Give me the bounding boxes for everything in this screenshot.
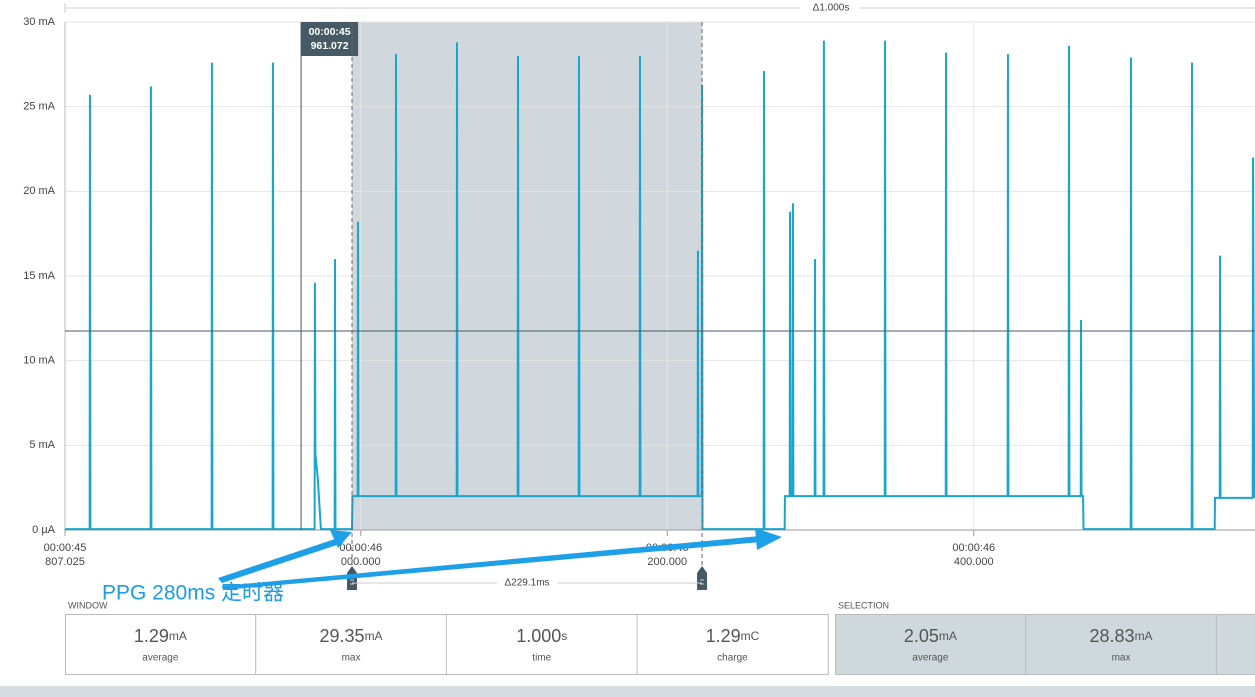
selection-delta-bg	[497, 576, 558, 590]
current-trace	[64, 40, 1255, 531]
stat-label: charge	[717, 653, 748, 664]
panel-title: SELECTION	[838, 600, 889, 610]
window-delta: Δ1.000s	[813, 3, 850, 14]
stat: 29.35mA	[320, 626, 383, 646]
stat: 1.000s	[516, 626, 567, 646]
stat-label: average	[142, 653, 179, 664]
stat-value: 2.05	[904, 626, 939, 646]
stat: 1.29mC	[706, 626, 760, 646]
stat-unit: mA	[1135, 629, 1153, 643]
y-tick-label: 5 mA	[29, 439, 55, 451]
stat: 1.29mA	[134, 626, 187, 646]
panel	[835, 614, 1255, 675]
status-strip	[0, 686, 1255, 697]
x-tick-label: 400.000	[954, 556, 994, 568]
y-tick-label: 30 mA	[23, 16, 55, 28]
panel-title: WINDOW	[68, 600, 108, 610]
arrow	[222, 536, 761, 590]
selection-delta: Δ229.1ms	[505, 578, 550, 589]
y-tick-label: 15 mA	[23, 270, 55, 282]
stat-value: 1.000	[516, 626, 561, 646]
selection-handle	[697, 566, 708, 590]
x-tick-label: 00:00:45	[44, 542, 87, 554]
stat-label: time	[532, 653, 551, 664]
stat-unit: mC	[741, 629, 760, 643]
window-delta-bg	[800, 0, 860, 16]
x-tick-label: 00:00:46	[952, 542, 995, 554]
cursor-label: 00:00:45	[309, 26, 351, 38]
stat-label: max	[342, 653, 361, 664]
x-tick-label: 000.000	[341, 556, 381, 568]
annotation-arrows	[218, 528, 782, 590]
stat-unit: mA	[365, 629, 383, 643]
stat-value: 1.29	[706, 626, 741, 646]
stat-unit: mA	[939, 629, 957, 643]
stat-value: 29.35	[320, 626, 365, 646]
cursor-label-bg	[301, 22, 359, 56]
annotation: PPG 280ms 定时器	[102, 582, 284, 605]
arrow	[218, 538, 340, 583]
stat: 2.05mA	[904, 626, 957, 646]
y-tick-label: 25 mA	[23, 101, 55, 113]
cursor-label: 961.072	[311, 40, 349, 52]
stat: 28.83mA	[1090, 626, 1153, 646]
x-tick-label: 807.025	[45, 556, 85, 568]
stat-unit: mA	[169, 629, 187, 643]
y-tick-label: 10 mA	[23, 355, 55, 367]
stat-label: average	[912, 653, 949, 664]
stat-value: 1.29	[134, 626, 169, 646]
arrow-head	[330, 530, 352, 548]
y-tick-label: 0 µA	[32, 524, 56, 536]
stat-value: 28.83	[1090, 626, 1135, 646]
arrow-head	[755, 528, 782, 550]
stat-unit: s	[561, 629, 567, 643]
x-tick-label: 200.000	[647, 556, 687, 568]
y-tick-label: 20 mA	[23, 185, 55, 197]
x-tick-label: 00:00:46	[339, 542, 382, 554]
stat-label: max	[1112, 653, 1131, 664]
